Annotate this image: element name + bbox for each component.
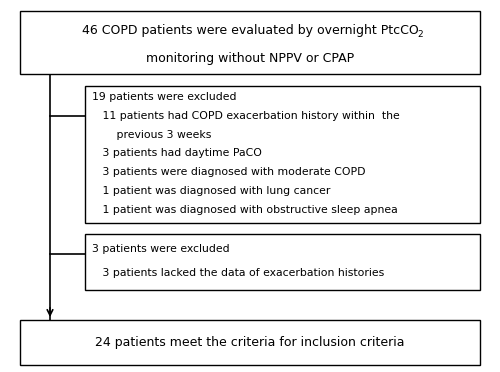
FancyBboxPatch shape — [20, 320, 480, 365]
Text: 1 patient was diagnosed with obstructive sleep apnea: 1 patient was diagnosed with obstructive… — [92, 205, 397, 215]
FancyBboxPatch shape — [85, 234, 480, 290]
Text: 46 COPD patients were evaluated by overnight PtcCO: 46 COPD patients were evaluated by overn… — [82, 24, 418, 36]
Text: 2: 2 — [418, 30, 423, 39]
Text: 3 patients had daytime PaCO: 3 patients had daytime PaCO — [92, 148, 262, 158]
Text: 24 patients meet the criteria for inclusion criteria: 24 patients meet the criteria for inclus… — [95, 336, 405, 349]
Text: monitoring without NPPV or CPAP: monitoring without NPPV or CPAP — [146, 52, 354, 65]
Text: 11 patients had COPD exacerbation history within  the: 11 patients had COPD exacerbation histor… — [92, 111, 399, 121]
Text: 3 patients lacked the data of exacerbation histories: 3 patients lacked the data of exacerbati… — [92, 268, 384, 278]
Text: 1 patient was diagnosed with lung cancer: 1 patient was diagnosed with lung cancer — [92, 186, 330, 196]
Text: 3 patients were excluded: 3 patients were excluded — [92, 244, 229, 254]
Text: previous 3 weeks: previous 3 weeks — [92, 129, 211, 140]
Text: 19 patients were excluded: 19 patients were excluded — [92, 92, 236, 102]
Text: 3 patients were diagnosed with moderate COPD: 3 patients were diagnosed with moderate … — [92, 167, 365, 177]
FancyBboxPatch shape — [20, 11, 480, 74]
FancyBboxPatch shape — [85, 86, 480, 223]
